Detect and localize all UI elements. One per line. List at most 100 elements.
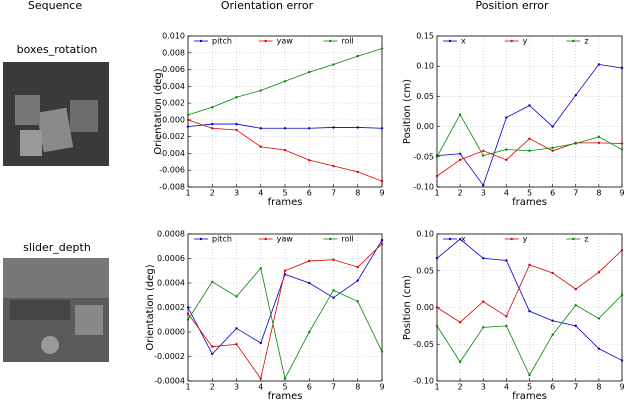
point	[620, 66, 624, 70]
point	[380, 127, 384, 130]
point	[458, 321, 462, 324]
point	[332, 289, 335, 292]
point	[380, 242, 384, 245]
point	[505, 116, 508, 119]
point	[574, 142, 577, 145]
sequence-image	[3, 258, 109, 362]
x-tick-label: 5	[527, 189, 532, 198]
point	[283, 127, 287, 130]
legend-label: z	[584, 37, 588, 46]
x-tick-label: 1	[185, 189, 190, 198]
point	[597, 271, 601, 274]
legend-marker	[510, 39, 513, 43]
y-tick-label: 0.05	[416, 92, 434, 101]
point	[308, 330, 311, 334]
sequence-name: boxes_rotation	[17, 43, 98, 56]
point	[332, 258, 335, 261]
point	[435, 257, 439, 260]
point	[482, 183, 485, 187]
point	[505, 315, 508, 318]
point	[356, 126, 359, 129]
x-tick-label: 9	[379, 189, 384, 198]
point	[528, 309, 531, 313]
point	[528, 104, 531, 107]
y-axis-label: Orientation (deg)	[145, 264, 156, 350]
x-tick-label: 7	[573, 189, 578, 198]
point	[528, 149, 531, 152]
x-tick-label: 3	[234, 189, 239, 198]
x-tick-label: 9	[619, 383, 624, 392]
point	[620, 148, 624, 151]
point	[597, 135, 601, 139]
legend-marker	[329, 39, 332, 43]
point	[505, 324, 508, 328]
legend-marker	[448, 39, 452, 43]
point	[620, 293, 624, 297]
y-axis-label: Orientation (deg)	[153, 68, 164, 154]
plot-frame	[436, 35, 623, 188]
y-tick-label: -0.008	[159, 183, 185, 192]
y-axis-label: Position (cm)	[402, 275, 413, 340]
point	[235, 96, 238, 99]
point	[283, 80, 287, 83]
column-header: Sequence	[28, 0, 82, 12]
legend-marker	[572, 39, 575, 43]
x-tick-label: 4	[258, 383, 263, 392]
point	[186, 318, 190, 321]
plot-frame	[187, 35, 383, 188]
point	[235, 327, 238, 330]
legend-label: x	[461, 37, 466, 46]
x-tick-label: 2	[210, 189, 215, 198]
point	[551, 333, 554, 336]
point	[505, 259, 508, 262]
legend-marker	[264, 39, 267, 43]
legend-label: yaw	[277, 235, 294, 244]
point	[574, 324, 577, 328]
point	[620, 359, 624, 362]
x-tick-label: 2	[458, 383, 463, 392]
x-tick-label: 5	[282, 189, 287, 198]
y-tick-label: -0.05	[413, 340, 434, 349]
point	[528, 137, 531, 140]
y-tick-label: 0.10	[416, 230, 434, 239]
legend-label: z	[584, 235, 588, 244]
point	[308, 127, 311, 130]
x-axis-label: frames	[512, 197, 547, 208]
x-tick-label: 6	[550, 383, 555, 392]
y-tick-label: -0.10	[413, 377, 434, 386]
x-tick-label: 7	[331, 189, 336, 198]
legend-marker	[329, 237, 332, 241]
y-tick-label: 0.10	[416, 62, 434, 71]
legend-marker	[448, 237, 452, 241]
sequence-name: slider_depth	[23, 241, 91, 254]
x-tick-label: 9	[379, 383, 384, 392]
legend-marker	[199, 237, 203, 241]
point	[505, 148, 508, 151]
y-tick-label: -0.05	[413, 152, 434, 161]
legend-label: yaw	[277, 37, 294, 46]
x-tick-label: 6	[307, 383, 312, 392]
x-tick-label: 8	[355, 383, 360, 392]
y-tick-label: 0.008	[162, 48, 185, 57]
x-tick-label: 4	[504, 189, 509, 198]
y-tick-label: -0.0004	[154, 377, 185, 386]
series-line	[187, 267, 383, 380]
y-tick-label: -0.10	[413, 183, 434, 192]
chart: -0.0004 -0.0002 0.0000 0.0002 0.0004 0.0006 0.…	[145, 230, 385, 403]
point	[551, 271, 554, 275]
point	[482, 300, 485, 303]
legend-marker	[199, 39, 203, 43]
y-tick-label: -0.0002	[154, 352, 185, 361]
point	[283, 377, 287, 380]
y-tick-label: -0.006	[159, 166, 185, 175]
point	[211, 106, 214, 109]
y-tick-label: -0.002	[159, 132, 185, 141]
point	[435, 306, 439, 309]
point	[620, 142, 624, 145]
x-tick-label: 6	[550, 189, 555, 198]
y-tick-label: 0.05	[416, 266, 434, 275]
x-tick-label: 3	[234, 383, 239, 392]
point	[332, 164, 335, 168]
column-header: Orientation error	[221, 0, 314, 12]
point	[574, 287, 577, 291]
